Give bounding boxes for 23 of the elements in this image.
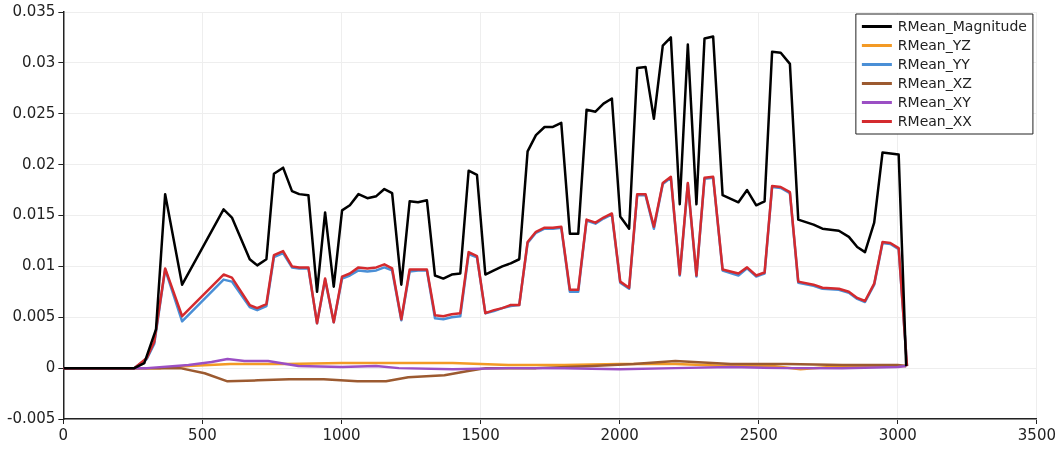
legend-label: RMean_YZ (897, 37, 971, 54)
legend-label: RMean_XX (897, 113, 973, 130)
legend-label: RMean_XZ (897, 75, 972, 92)
y-tick-label: 0.015 (12, 205, 56, 224)
y-tick-label: 0.03 (21, 52, 56, 71)
y-tick-label: 0.025 (12, 103, 56, 122)
y-tick-label: -0.005 (7, 408, 56, 427)
x-tick-label: 2500 (739, 425, 778, 444)
y-tick-label: 0.005 (12, 307, 56, 326)
y-tick-label: 0.035 (12, 1, 56, 20)
y-tick-label: 0.01 (21, 256, 56, 275)
legend-label: RMean_XY (897, 94, 972, 111)
x-tick-label: 0 (58, 425, 69, 444)
legend-label: RMean_Magnitude (897, 18, 1027, 35)
x-tick-label: 3500 (1017, 425, 1057, 444)
x-tick-label: 2000 (600, 425, 639, 444)
x-tick-label: 3000 (878, 425, 917, 444)
legend-label: RMean_YY (897, 56, 971, 73)
x-tick-label: 1500 (461, 425, 500, 444)
x-tick-label: 1000 (322, 425, 361, 444)
y-tick-label: 0 (45, 358, 56, 377)
y-tick-label: 0.02 (21, 154, 56, 173)
x-tick-label: 500 (188, 425, 217, 444)
